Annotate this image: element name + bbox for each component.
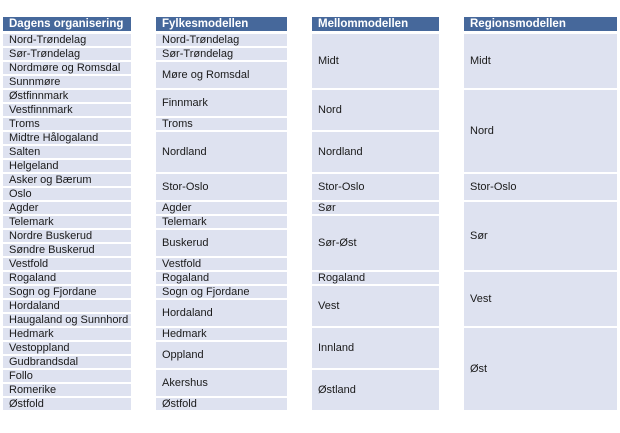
table-cell: Nord — [464, 90, 617, 172]
table-cell: Vestoppland — [3, 342, 131, 354]
table-cell: Helgeland — [3, 160, 131, 172]
table-cell: Vest — [312, 286, 439, 326]
table-cell: Agder — [3, 202, 131, 214]
table-cell: Vestfold — [3, 258, 131, 270]
table-cell: Sør-Trøndelag — [156, 48, 287, 60]
table-cell: Telemark — [3, 216, 131, 228]
table-cell: Nord — [312, 90, 439, 130]
table-cell: Nordmøre og Romsdal — [3, 62, 131, 74]
column-regionsmodellen: Regionsmodellen Midt Nord Stor-Oslo Sør Vest… — [464, 17, 617, 410]
table-cell: Østfold — [3, 398, 131, 410]
table-cell: Rogaland — [156, 272, 287, 284]
table-cell: Midt — [312, 34, 439, 88]
table-cell: Hedmark — [156, 328, 287, 340]
column-rows: Midt Nord Nordland Stor-Oslo Sør Sør-Øst Rogal… — [312, 34, 439, 410]
column-fylkesmodellen: Fylkesmodellen Nord-Trøndelag Sør-Trøndel… — [156, 17, 287, 410]
table-cell: Follo — [3, 370, 131, 382]
table-cell: Vest — [464, 272, 617, 326]
region-models-table: Dagens organisering Nord-Trøndelag Sør-Tr… — [3, 17, 617, 410]
column-rows: Nord-Trøndelag Sør-Trøndelag Møre og Romsd… — [156, 34, 287, 410]
table-cell: Nord-Trøndelag — [3, 34, 131, 46]
table-cell: Hordaland — [156, 300, 287, 326]
table-cell: Asker og Bærum — [3, 174, 131, 186]
table-cell: Vestfinnmark — [3, 104, 131, 116]
column-rows: Nord-Trøndelag Sør-Trøndelag Nordmøre og R… — [3, 34, 131, 410]
table-cell: Akershus — [156, 370, 287, 396]
table-cell: Øst — [464, 328, 617, 410]
table-cell: Haugaland og Sunnhord . — [3, 314, 131, 326]
table-cell: Sør-Øst — [312, 216, 439, 270]
table-cell: Sør — [464, 202, 617, 270]
table-cell: Buskerud — [156, 230, 287, 256]
table-cell: Nord-Trøndelag — [156, 34, 287, 46]
table-cell: Romerike — [3, 384, 131, 396]
column-header-regionsmodellen: Regionsmodellen — [464, 17, 617, 31]
table-cell: Østfinnmark — [3, 90, 131, 102]
table-cell: Sogn og Fjordane — [3, 286, 131, 298]
table-cell: Midt — [464, 34, 617, 88]
table-cell: Innland — [312, 328, 439, 368]
table-cell: Agder — [156, 202, 287, 214]
table-cell: Salten — [3, 146, 131, 158]
column-mellommodellen: Mellommodellen Midt Nord Nordland Stor-Oslo… — [312, 17, 439, 410]
table-cell: Oslo — [3, 188, 131, 200]
table-cell: Sogn og Fjordane — [156, 286, 287, 298]
table-cell: Nordland — [156, 132, 287, 172]
table-cell: Gudbrandsdal — [3, 356, 131, 368]
table-cell: Hordaland — [3, 300, 131, 312]
table-cell: Troms — [3, 118, 131, 130]
table-cell: Østland — [312, 370, 439, 410]
table-cell: Nordre Buskerud — [3, 230, 131, 242]
table-cell: Nordland — [312, 132, 439, 172]
column-header-fylkesmodellen: Fylkesmodellen — [156, 17, 287, 31]
table-cell: Troms — [156, 118, 287, 130]
column-header-dagens-organisering: Dagens organisering — [3, 17, 131, 31]
column-dagens-organisering: Dagens organisering Nord-Trøndelag Sør-Tr… — [3, 17, 131, 410]
table-cell: Rogaland — [3, 272, 131, 284]
table-cell: Stor-Oslo — [464, 174, 617, 200]
table-cell: Rogaland — [312, 272, 439, 284]
table-cell: Finnmark — [156, 90, 287, 116]
column-header-mellommodellen: Mellommodellen — [312, 17, 439, 31]
table-cell: Østfold — [156, 398, 287, 410]
column-rows: Midt Nord Stor-Oslo Sør Vest Øst — [464, 34, 617, 410]
table-cell: Stor-Oslo — [312, 174, 439, 200]
table-cell: Midtre Hålogaland — [3, 132, 131, 144]
table-cell: Sør-Trøndelag — [3, 48, 131, 60]
table-cell: Vestfold — [156, 258, 287, 270]
table-cell: Møre og Romsdal — [156, 62, 287, 88]
table-cell: Søndre Buskerud — [3, 244, 131, 256]
table-cell: Sør — [312, 202, 439, 214]
table-cell: Sunnmøre — [3, 76, 131, 88]
table-cell: Stor-Oslo — [156, 174, 287, 200]
table-cell: Hedmark — [3, 328, 131, 340]
table-cell: Oppland — [156, 342, 287, 368]
table-cell: Telemark — [156, 216, 287, 228]
